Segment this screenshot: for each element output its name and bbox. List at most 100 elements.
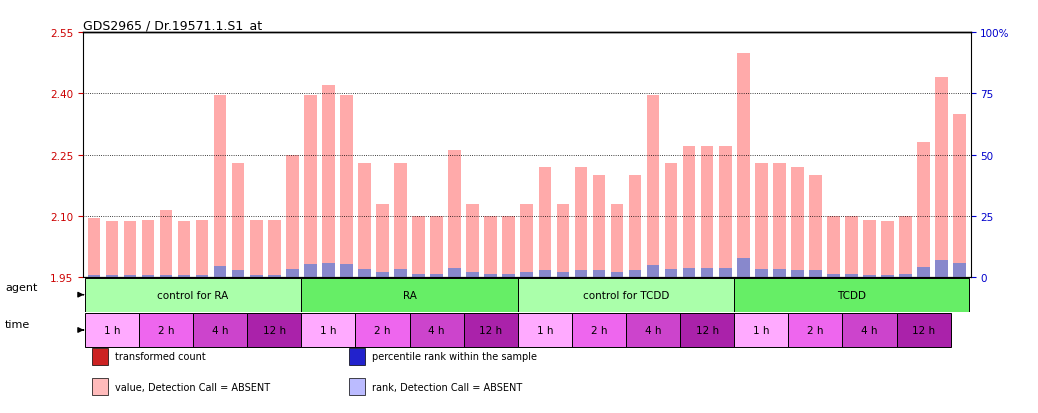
Bar xyxy=(92,378,108,395)
Bar xyxy=(918,143,930,277)
Bar xyxy=(250,275,263,277)
Bar xyxy=(664,163,678,277)
Bar xyxy=(864,220,876,277)
Bar xyxy=(864,275,876,277)
Text: 2 h: 2 h xyxy=(591,325,607,335)
Text: 1 h: 1 h xyxy=(537,325,553,335)
Bar xyxy=(286,155,299,277)
Bar xyxy=(701,147,713,277)
Bar xyxy=(881,276,894,277)
Bar xyxy=(141,220,155,277)
Bar xyxy=(935,260,948,277)
Bar xyxy=(683,268,695,277)
Bar xyxy=(502,275,515,277)
Bar xyxy=(448,151,461,277)
Text: 12 h: 12 h xyxy=(695,325,718,335)
Bar xyxy=(575,270,588,277)
Bar xyxy=(755,270,767,277)
Bar xyxy=(322,86,334,277)
Bar xyxy=(953,114,966,277)
Bar xyxy=(899,216,912,277)
Text: rank, Detection Call = ABSENT: rank, Detection Call = ABSENT xyxy=(373,382,522,392)
Text: agent: agent xyxy=(5,282,37,292)
Bar xyxy=(575,167,588,277)
Bar xyxy=(376,273,389,277)
Bar xyxy=(231,270,245,277)
Bar xyxy=(431,275,443,277)
Bar xyxy=(556,273,569,277)
Bar xyxy=(394,163,407,277)
Bar xyxy=(845,216,857,277)
Bar xyxy=(340,265,353,277)
Bar xyxy=(349,378,365,395)
Bar xyxy=(520,204,534,277)
Bar xyxy=(518,278,734,312)
Bar xyxy=(214,266,226,277)
Bar xyxy=(431,216,443,277)
Bar xyxy=(647,96,659,277)
Bar xyxy=(953,263,966,277)
Bar xyxy=(737,53,749,277)
Bar xyxy=(193,313,247,347)
Bar xyxy=(610,204,623,277)
Bar xyxy=(340,96,353,277)
Text: 4 h: 4 h xyxy=(429,325,445,335)
Bar xyxy=(719,268,732,277)
Bar xyxy=(304,265,317,277)
Bar xyxy=(85,278,301,312)
Bar xyxy=(322,263,334,277)
Bar xyxy=(788,313,843,347)
Bar xyxy=(160,275,172,277)
Bar xyxy=(358,163,371,277)
Bar xyxy=(177,221,190,277)
Text: 1 h: 1 h xyxy=(320,325,336,335)
Bar xyxy=(87,218,101,277)
Bar xyxy=(899,275,912,277)
Bar xyxy=(410,313,464,347)
Bar xyxy=(301,278,518,312)
Bar xyxy=(629,176,641,277)
Text: 4 h: 4 h xyxy=(645,325,661,335)
Bar xyxy=(349,348,365,365)
Bar xyxy=(485,216,497,277)
Bar xyxy=(394,269,407,277)
Bar xyxy=(286,269,299,277)
Bar xyxy=(196,220,209,277)
Bar xyxy=(250,220,263,277)
Bar xyxy=(231,163,245,277)
Text: transformed count: transformed count xyxy=(115,351,206,361)
Text: 2 h: 2 h xyxy=(808,325,823,335)
Bar xyxy=(734,278,968,312)
Text: percentile rank within the sample: percentile rank within the sample xyxy=(373,351,538,361)
Bar xyxy=(680,313,734,347)
Bar xyxy=(247,313,301,347)
Bar xyxy=(485,275,497,277)
Bar xyxy=(304,96,317,277)
Bar xyxy=(773,270,786,277)
Bar xyxy=(647,265,659,277)
Bar xyxy=(827,216,840,277)
Bar xyxy=(845,275,857,277)
Bar xyxy=(177,276,190,277)
Bar xyxy=(791,270,803,277)
Bar xyxy=(412,275,425,277)
Text: 1 h: 1 h xyxy=(104,325,120,335)
Bar xyxy=(214,96,226,277)
Bar xyxy=(518,313,572,347)
Bar xyxy=(301,313,355,347)
Bar xyxy=(719,147,732,277)
Text: time: time xyxy=(5,319,30,329)
Bar xyxy=(593,271,605,277)
Text: 1 h: 1 h xyxy=(753,325,769,335)
Bar xyxy=(610,273,623,277)
Bar xyxy=(196,275,209,277)
Bar xyxy=(773,163,786,277)
Text: control for RA: control for RA xyxy=(158,290,228,300)
Bar xyxy=(448,268,461,277)
Bar xyxy=(412,216,425,277)
Text: TCDD: TCDD xyxy=(837,290,866,300)
Bar xyxy=(737,258,749,277)
Bar xyxy=(466,204,479,277)
Bar xyxy=(520,273,534,277)
Text: control for TCDD: control for TCDD xyxy=(582,290,670,300)
